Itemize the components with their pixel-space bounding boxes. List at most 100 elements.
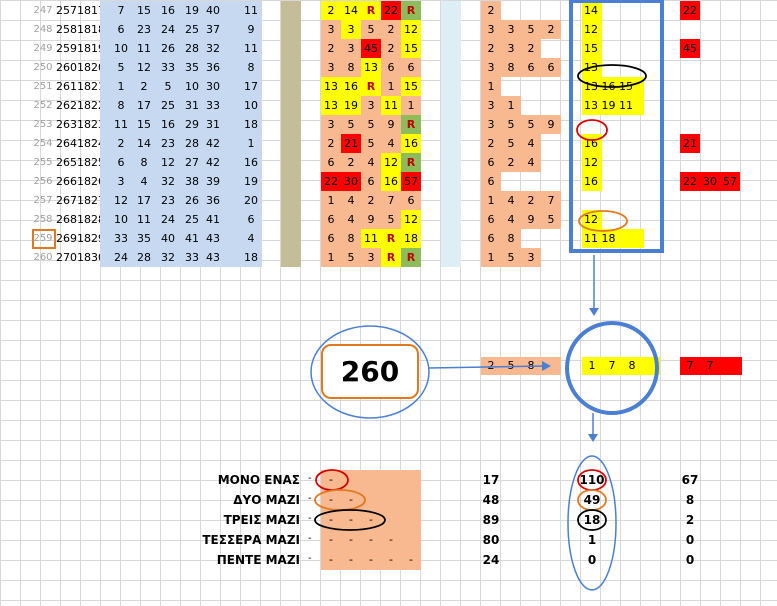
draw-number[interactable]: 31 bbox=[185, 99, 199, 112]
number-bg[interactable] bbox=[100, 134, 262, 153]
mark-cell[interactable]: 3 bbox=[321, 115, 341, 134]
mark-cell[interactable]: R bbox=[361, 77, 381, 96]
draw-number[interactable]: 40 bbox=[161, 232, 175, 245]
draw-number[interactable]: 26 bbox=[161, 42, 175, 55]
column-light[interactable] bbox=[441, 115, 461, 134]
diff-cell[interactable]: 5 bbox=[521, 115, 541, 134]
diff-cell[interactable]: 7 bbox=[541, 191, 561, 210]
diff-cell[interactable]: 2 bbox=[481, 39, 501, 58]
diff-cell[interactable]: 4 bbox=[521, 153, 541, 172]
mark-cell[interactable]: 7 bbox=[381, 191, 401, 210]
column-khaki[interactable] bbox=[281, 210, 301, 229]
draw-number[interactable]: 28 bbox=[185, 137, 199, 150]
draw-number[interactable]: 2 bbox=[140, 80, 148, 93]
draw-number[interactable]: 17 bbox=[137, 194, 151, 207]
mark-cell[interactable]: R bbox=[401, 153, 421, 172]
extra-number[interactable]: 17 bbox=[244, 80, 258, 93]
mark-cell[interactable]: 5 bbox=[341, 248, 361, 267]
number-bg[interactable] bbox=[100, 153, 262, 172]
extra-number[interactable]: 8 bbox=[247, 61, 255, 74]
draw-number[interactable]: 35 bbox=[137, 232, 151, 245]
mark-cell[interactable]: 2 bbox=[361, 191, 381, 210]
column-khaki[interactable] bbox=[281, 172, 301, 191]
draw-number[interactable]: 33 bbox=[206, 99, 220, 112]
red-value[interactable]: 21 bbox=[680, 134, 700, 153]
number-bg[interactable] bbox=[100, 172, 262, 191]
draw-number[interactable]: 32 bbox=[206, 42, 220, 55]
diff-cell[interactable]: 5 bbox=[501, 134, 521, 153]
draw-number[interactable]: 41 bbox=[185, 232, 199, 245]
mark-cell[interactable]: 2 bbox=[381, 39, 401, 58]
mark-cell[interactable]: 3 bbox=[361, 248, 381, 267]
diff-cell[interactable]: 3 bbox=[481, 96, 501, 115]
draw-number[interactable]: 35 bbox=[185, 61, 199, 74]
mark-cell[interactable]: 6 bbox=[321, 229, 341, 248]
diff-cell[interactable]: 3 bbox=[501, 20, 521, 39]
mark-cell[interactable]: 5 bbox=[361, 115, 381, 134]
number-bg[interactable] bbox=[100, 229, 262, 248]
mark-cell[interactable]: 5 bbox=[361, 20, 381, 39]
draw-number[interactable]: 33 bbox=[161, 61, 175, 74]
mark-cell[interactable]: 6 bbox=[321, 210, 341, 229]
diff-cell[interactable]: 4 bbox=[501, 191, 521, 210]
diff-cell[interactable]: 6 bbox=[521, 58, 541, 77]
red-value[interactable]: 45 bbox=[680, 39, 700, 58]
draw-number[interactable]: 26 bbox=[185, 194, 199, 207]
draw-number[interactable]: 14 bbox=[137, 137, 151, 150]
mark-cell[interactable]: 2 bbox=[341, 153, 361, 172]
mark-cell[interactable]: 2 bbox=[321, 134, 341, 153]
draw-number[interactable]: 3 bbox=[117, 175, 125, 188]
highlight-value[interactable]: 12 bbox=[582, 153, 602, 172]
row-number[interactable]: 254 bbox=[33, 138, 53, 149]
row-number[interactable]: 253 bbox=[33, 119, 53, 130]
column-light[interactable] bbox=[441, 191, 461, 210]
draw-number[interactable]: 36 bbox=[206, 194, 220, 207]
diff-cell[interactable]: 3 bbox=[481, 20, 501, 39]
extra-number[interactable]: 20 bbox=[244, 194, 258, 207]
mark-cell[interactable]: 4 bbox=[381, 134, 401, 153]
column-light[interactable] bbox=[441, 134, 461, 153]
column-khaki[interactable] bbox=[281, 229, 301, 248]
diff-cell[interactable]: 2 bbox=[541, 20, 561, 39]
mark-cell[interactable]: 13 bbox=[361, 58, 381, 77]
yellow-result[interactable]: 7 bbox=[602, 357, 622, 375]
extra-number[interactable]: 11 bbox=[244, 42, 258, 55]
mark-cell[interactable]: 13 bbox=[321, 96, 341, 115]
mark-cell[interactable]: R bbox=[401, 248, 421, 267]
diff-cell[interactable]: 4 bbox=[501, 210, 521, 229]
extra-number[interactable]: 1 bbox=[247, 137, 255, 150]
highlight-value[interactable]: 11 18 bbox=[582, 229, 644, 248]
mark-cell[interactable]: 5 bbox=[361, 134, 381, 153]
mark-cell[interactable]: 6 bbox=[381, 58, 401, 77]
highlight-value[interactable]: 13 19 11 bbox=[582, 96, 644, 115]
draw-number[interactable]: 6 bbox=[117, 23, 125, 36]
diff-cell[interactable]: 6 bbox=[481, 153, 501, 172]
draw-number[interactable]: 2 bbox=[117, 137, 125, 150]
mark-cell[interactable]: 6 bbox=[321, 153, 341, 172]
red-result[interactable]: 7 bbox=[680, 357, 700, 375]
number-bg[interactable] bbox=[100, 210, 262, 229]
draw-number[interactable]: 6 bbox=[117, 156, 125, 169]
extra-number[interactable]: 4 bbox=[247, 232, 255, 245]
draw-id[interactable]: 2701830 bbox=[56, 251, 100, 264]
column-khaki[interactable] bbox=[281, 191, 301, 210]
mark-cell[interactable]: 12 bbox=[401, 20, 421, 39]
column-light[interactable] bbox=[441, 1, 461, 20]
diff-cell[interactable]: 6 bbox=[481, 210, 501, 229]
draw-number[interactable]: 11 bbox=[137, 42, 151, 55]
draw-number[interactable]: 15 bbox=[137, 118, 151, 131]
draw-number[interactable]: 25 bbox=[185, 213, 199, 226]
column-khaki[interactable] bbox=[281, 96, 301, 115]
mark-cell[interactable]: 1 bbox=[321, 248, 341, 267]
row-number[interactable]: 256 bbox=[33, 176, 53, 187]
mark-cell[interactable]: 6 bbox=[401, 191, 421, 210]
mark-cell[interactable]: 22 bbox=[381, 1, 401, 20]
mark-cell[interactable]: 21 bbox=[341, 134, 361, 153]
draw-number[interactable]: 12 bbox=[114, 194, 128, 207]
red-result[interactable]: 7 bbox=[700, 357, 720, 375]
row-number[interactable]: 249 bbox=[33, 43, 53, 54]
draw-number[interactable]: 27 bbox=[185, 156, 199, 169]
mark-cell[interactable]: 3 bbox=[321, 20, 341, 39]
draw-id[interactable]: 2651825 bbox=[56, 156, 100, 169]
